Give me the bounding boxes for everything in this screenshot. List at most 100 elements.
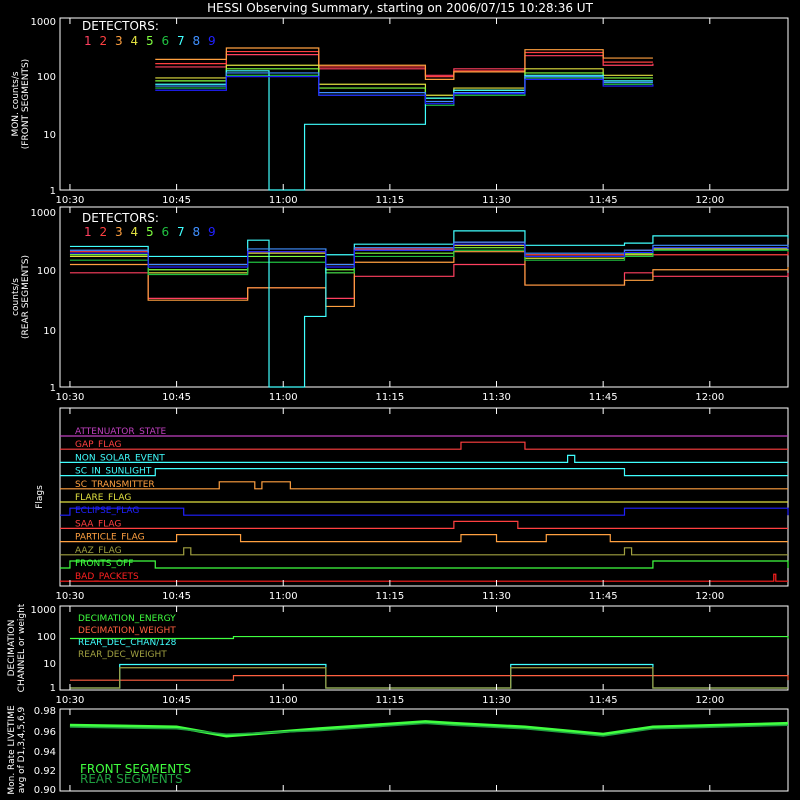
- decimation-ytick-10: 10: [43, 659, 56, 670]
- panel1-detector-4-line: [155, 64, 653, 96]
- panel2-detector-9-line: [69, 243, 789, 268]
- xtick-label-1-3: 11:15: [375, 392, 404, 403]
- panel1-detector-9-line: [155, 76, 654, 105]
- livetime-line-1: [69, 722, 789, 737]
- panel1-frame: [59, 17, 789, 191]
- flag-label-10: FRONTS_OFF: [75, 559, 133, 569]
- flag-label-1: GAP_FLAG: [75, 440, 121, 450]
- decimation-line-1: [69, 674, 789, 681]
- decimation-ytick-100: 100: [37, 632, 56, 643]
- flag-line-8: [60, 534, 788, 543]
- panel1-detector-9: 9: [208, 34, 216, 48]
- panel1-detector-3: 3: [115, 34, 123, 48]
- panel1-detectors-label: DETECTORS:: [82, 19, 159, 33]
- xtick-label-1-5: 11:45: [589, 392, 618, 403]
- panel2-detector-9: 9: [208, 225, 216, 239]
- panel2-detector-5: 5: [146, 225, 154, 239]
- xtick-label-2-0: 10:30: [56, 591, 85, 602]
- decimation-xticks: 10:30 10:45 11:00 11:15 11:30 11:45 12:00: [56, 606, 724, 706]
- xtick-label-1-0: 10:30: [56, 392, 85, 403]
- flag-label-8: PARTICLE_FLAG: [75, 533, 145, 543]
- xtick-label-2-4: 11:30: [482, 591, 511, 602]
- panel2-detector-7: 7: [177, 225, 185, 239]
- decimation-legend-3: REAR_DEC_WEIGHT: [78, 650, 167, 660]
- xtick-label-1-4: 11:30: [482, 392, 511, 403]
- panel1-ytick-100: 100: [37, 72, 56, 83]
- decimation-legend-2: REAR_DEC_CHAN/128: [78, 638, 177, 648]
- xtick-label-2-6: 12:00: [695, 591, 724, 602]
- livetime-ylabel-2: avg of D1,3,4,5,6,9: [17, 706, 27, 793]
- xtick-label-3-4: 11:30: [482, 695, 511, 706]
- livetime-ytick-094: 0.94: [34, 747, 56, 758]
- panel1-detector-2: 2: [100, 34, 108, 48]
- xtick-label-3-2: 11:00: [269, 695, 298, 706]
- panel2-detector-3: 3: [115, 225, 123, 239]
- livetime-ytick-098: 0.98: [34, 706, 56, 717]
- flag-label-3: SC_IN_SUNLIGHT: [75, 467, 152, 477]
- flag-label-0: ATTENUATOR_STATE: [75, 427, 167, 437]
- panel1-detector-2-line: [155, 50, 653, 78]
- panel1-detector-7: 7: [177, 34, 185, 48]
- xtick-label-2-2: 11:00: [269, 591, 298, 602]
- chart-title: HESSI Observing Summary, starting on 200…: [207, 1, 593, 15]
- xtick-label-3-6: 12:00: [695, 695, 724, 706]
- livetime-xticks: [69, 709, 711, 791]
- panel1-ylabel-2: (FRONT SEGMENTS): [21, 59, 31, 149]
- livetime-ytick-092: 0.92: [34, 766, 56, 777]
- xtick-label-3-5: 11:45: [589, 695, 618, 706]
- flag-label-11: BAD_PACKETS: [75, 572, 139, 582]
- flags-frame: [59, 407, 789, 587]
- panel2-ytick-10: 10: [43, 326, 56, 337]
- xtick-label-2-3: 11:15: [375, 591, 404, 602]
- livetime-legend-front: FRONT SEGMENTS: [80, 762, 191, 776]
- panel1-ytick-1: 1: [50, 186, 56, 197]
- decimation-legend-0: DECIMATION_ENERGY: [78, 614, 176, 624]
- livetime-frame: [59, 708, 789, 792]
- panel2-detector-6: 6: [162, 225, 170, 239]
- livetime-ylabel-1: Mon. Rate LIVETIME: [7, 705, 17, 795]
- panel2-xticks: 10:30 10:45 11:00 11:15 11:30 11:45 12:00: [56, 207, 724, 403]
- xtick-label-0-3: 11:15: [375, 195, 404, 206]
- panel1-xticks: 10:30 10:45 11:00 11:15 11:30 11:45 12:00: [56, 18, 724, 206]
- livetime-legend-rear: REAR SEGMENTS: [80, 772, 183, 786]
- panel1-series: [155, 47, 654, 191]
- livetime-ytick-090: 0.90: [34, 785, 56, 796]
- flag-line-11: [60, 573, 788, 582]
- panel2-ylabel-1: counts/s: [11, 278, 21, 316]
- flags-series: ATTENUATOR_STATE GAP_FLAG NON_SOLAR_EVENT S…: [60, 427, 789, 582]
- xtick-label-3-1: 10:45: [162, 695, 191, 706]
- flags-xticks: 10:30 10:45 11:00 11:15 11:30 11:45 12:00: [56, 408, 724, 602]
- decimation-legend: DECIMATION_ENERGY DECIMATION_WEIGHT REAR_D…: [78, 614, 177, 660]
- xtick-label-2-1: 10:45: [162, 591, 191, 602]
- panel2-detector-3-line: [69, 251, 789, 308]
- livetime-series: [69, 720, 789, 738]
- panel2-ytick-1000: 1000: [31, 208, 56, 219]
- xtick-label-0-1: 10:45: [162, 195, 191, 206]
- panel2-detector-2: 2: [100, 225, 108, 239]
- flag-line-9: [60, 547, 788, 556]
- xtick-label-0-2: 11:00: [269, 195, 298, 206]
- panel-front-counts: MON. counts/s (FRONT SEGMENTS) 1000 100 …: [11, 17, 789, 206]
- flag-line-1: [60, 441, 788, 450]
- panel2-ylabel-2: (REAR SEGMENTS): [21, 255, 31, 339]
- panel-decimation: DECIMATION CHANNEL or weight 1000 100 10…: [7, 603, 789, 706]
- xtick-label-1-1: 10:45: [162, 392, 191, 403]
- xtick-label-3-0: 10:30: [56, 695, 85, 706]
- panel2-detector-6-line: [69, 249, 789, 276]
- decimation-legend-1: DECIMATION_WEIGHT: [78, 626, 176, 636]
- xtick-label-0-0: 10:30: [56, 195, 85, 206]
- xtick-label-3-3: 11:15: [375, 695, 404, 706]
- panel2-detector-8: 8: [193, 225, 201, 239]
- panel1-detector-7-line: [155, 70, 653, 191]
- panel-flags: Flags ATTENUATOR_STATE GAP_FLAG NON_SOLAR_…: [35, 407, 789, 602]
- flag-line-10: [60, 560, 789, 569]
- panel1-detector-8-line: [155, 72, 653, 103]
- decimation-ylabel-1: DECIMATION: [7, 620, 17, 677]
- panel1-ylabel-1: MON. counts/s: [11, 71, 21, 136]
- panel1-detector-3-line: [155, 47, 653, 80]
- panel-livetime: Mon. Rate LIVETIME avg of D1,3,4,5,6,9 0…: [7, 705, 789, 796]
- flag-line-4: [60, 481, 788, 490]
- flag-line-3: [60, 468, 788, 477]
